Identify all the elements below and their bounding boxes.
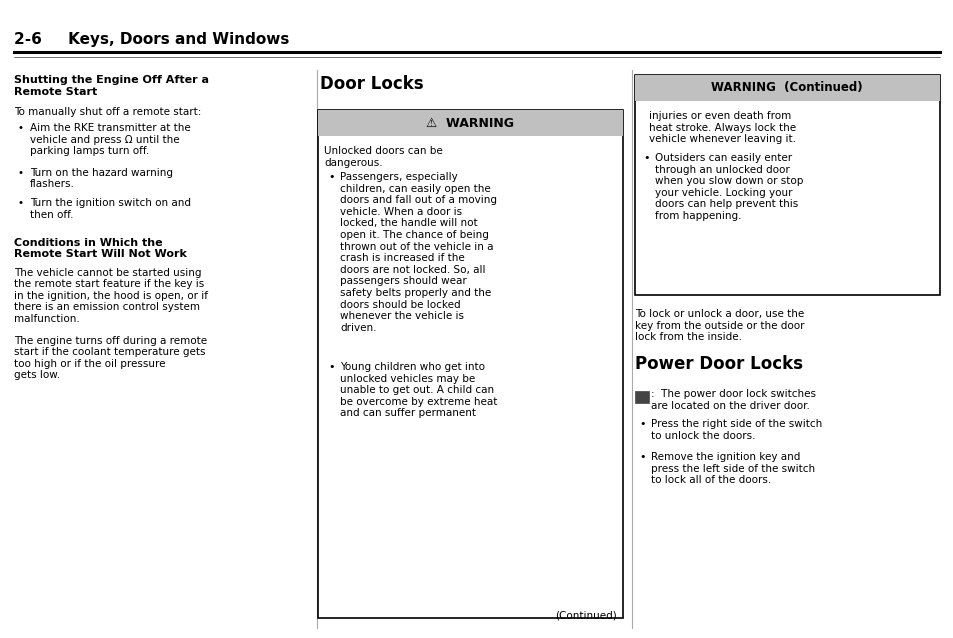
Bar <box>635 391 648 403</box>
Text: ⚠  WARNING: ⚠ WARNING <box>426 117 514 130</box>
Text: Power Door Locks: Power Door Locks <box>635 355 802 373</box>
Text: •: • <box>328 362 335 372</box>
Text: Unlocked doors can be
dangerous.: Unlocked doors can be dangerous. <box>324 146 442 168</box>
Text: Aim the RKE transmitter at the
vehicle and press Ω until the
parking lamps turn : Aim the RKE transmitter at the vehicle a… <box>30 123 191 156</box>
Text: (Continued): (Continued) <box>555 610 617 620</box>
Text: The vehicle cannot be started using
the remote start feature if the key is
in th: The vehicle cannot be started using the … <box>14 267 208 324</box>
Text: •: • <box>328 172 335 182</box>
Text: •: • <box>639 419 645 429</box>
Text: WARNING  (Continued): WARNING (Continued) <box>710 82 862 94</box>
Text: Passengers, especially
children, can easily open the
doors and fall out of a mov: Passengers, especially children, can eas… <box>339 172 497 333</box>
Text: Turn on the hazard warning
flashers.: Turn on the hazard warning flashers. <box>30 168 172 189</box>
Bar <box>317 110 622 618</box>
Text: To lock or unlock a door, use the
key from the outside or the door
lock from the: To lock or unlock a door, use the key fr… <box>635 309 803 342</box>
Text: •: • <box>639 452 645 462</box>
Text: To manually shut off a remote start:: To manually shut off a remote start: <box>14 107 201 117</box>
Text: Press the right side of the switch
to unlock the doors.: Press the right side of the switch to un… <box>650 419 821 441</box>
Text: Door Locks: Door Locks <box>319 75 423 93</box>
Text: 2-6     Keys, Doors and Windows: 2-6 Keys, Doors and Windows <box>14 32 289 47</box>
Text: Young children who get into
unlocked vehicles may be
unable to get out. A child : Young children who get into unlocked veh… <box>339 362 497 419</box>
Text: Remove the ignition key and
press the left side of the switch
to lock all of the: Remove the ignition key and press the le… <box>650 452 814 486</box>
Text: •: • <box>18 198 24 209</box>
Text: •: • <box>18 123 24 133</box>
Bar <box>635 75 939 295</box>
Text: Conditions in Which the
Remote Start Will Not Work: Conditions in Which the Remote Start Wil… <box>14 237 187 259</box>
Text: •: • <box>642 153 649 163</box>
Text: Outsiders can easily enter
through an unlocked door
when you slow down or stop
y: Outsiders can easily enter through an un… <box>655 153 802 221</box>
Text: injuries or even death from
heat stroke. Always lock the
vehicle whenever leavin: injuries or even death from heat stroke.… <box>648 111 796 144</box>
Text: •: • <box>18 168 24 177</box>
Text: The engine turns off during a remote
start if the coolant temperature gets
too h: The engine turns off during a remote sta… <box>14 336 207 380</box>
Text: Shutting the Engine Off After a
Remote Start: Shutting the Engine Off After a Remote S… <box>14 75 209 96</box>
Text: :  The power door lock switches
are located on the driver door.: : The power door lock switches are locat… <box>650 389 815 411</box>
Bar <box>635 75 939 101</box>
Text: Turn the ignition switch on and
then off.: Turn the ignition switch on and then off… <box>30 198 191 220</box>
Bar <box>317 110 622 136</box>
